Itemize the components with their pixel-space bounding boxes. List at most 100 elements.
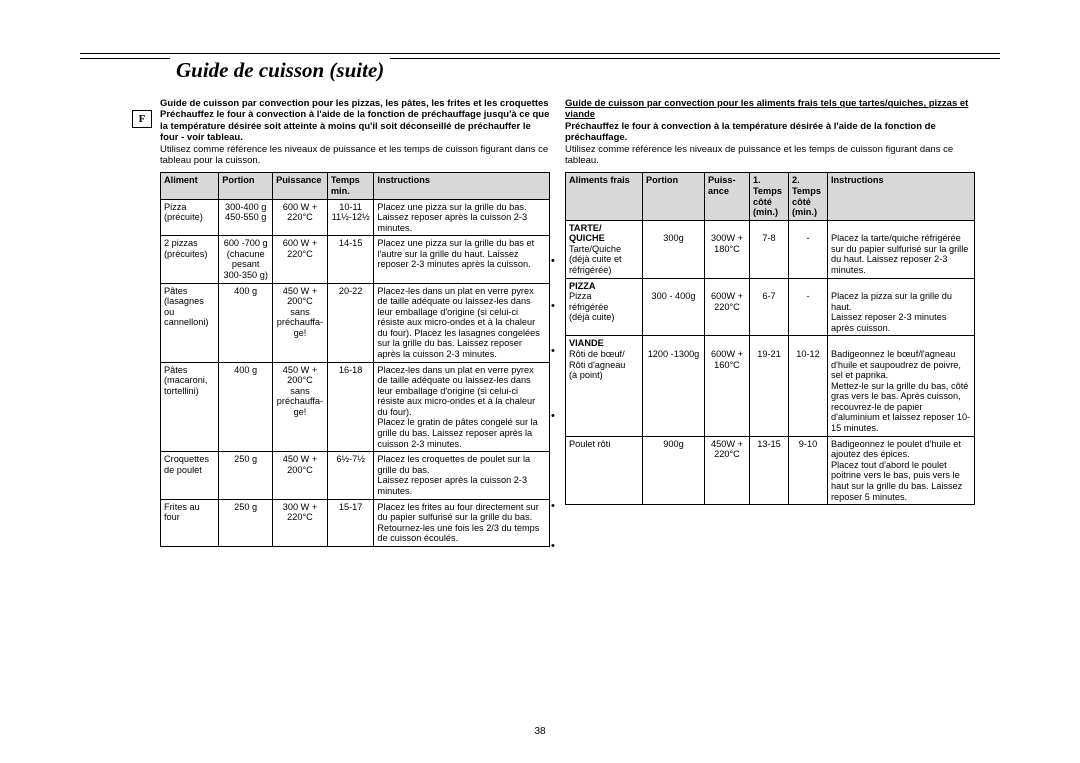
cell: 400 g <box>219 362 273 452</box>
table-row: TARTE/QUICHETarte/Quiche(déjà cuite et r… <box>566 220 975 278</box>
header-temps2: 2.Temps côté (min.) <box>789 173 828 220</box>
separator-bullet: • <box>551 345 555 357</box>
header-portion-r: Portion <box>643 173 705 220</box>
left-table: Aliment Portion Puissance Temps min. Ins… <box>160 172 550 547</box>
cell: 450 W +200°C <box>273 452 328 499</box>
cell: 6½-7½ <box>327 452 374 499</box>
cell: Poulet rôti <box>566 436 643 504</box>
header-instructions: Instructions <box>374 173 550 199</box>
cell: 600W +160°C <box>705 336 750 436</box>
cell: 2 pizzas(précuites) <box>161 236 219 283</box>
cell: 250 g <box>219 499 273 546</box>
cell: 14-15 <box>327 236 374 283</box>
cell: 6-7 <box>750 278 789 336</box>
right-table-body: TARTE/QUICHETarte/Quiche(déjà cuite et r… <box>566 220 975 504</box>
cell: 15-17 <box>327 499 374 546</box>
cell: 20-22 <box>327 283 374 362</box>
cell: Placez-les dans un plat en verre pyrex d… <box>374 283 550 362</box>
left-intro: Guide de cuisson par convection pour les… <box>160 98 550 166</box>
header-aliments-frais: Aliments frais <box>566 173 643 220</box>
header-puissance: Puissance <box>273 173 328 199</box>
header-aliment: Aliment <box>161 173 219 199</box>
header-temps1: 1.Temps côté (min.) <box>750 173 789 220</box>
page-title: Guide de cuisson (suite) <box>170 58 390 83</box>
cell: Pâtes(macaroni, tortellini) <box>161 362 219 452</box>
left-table-body: Pizza(précuite)300-400 g450-550 g600 W +… <box>161 199 550 546</box>
cell: 450W +220°C <box>705 436 750 504</box>
page: Guide de cuisson (suite) F Guide de cuis… <box>0 0 1080 763</box>
table-row: PIZZAPizzaréfrigérée(déjà cuite)300 - 40… <box>566 278 975 336</box>
cell: 19-21 <box>750 336 789 436</box>
separator-bullet: • <box>551 540 555 552</box>
cell: - <box>789 220 828 278</box>
left-table-head: Aliment Portion Puissance Temps min. Ins… <box>161 173 550 199</box>
cell: 600 -700 g(chacune pesant 300-350 g) <box>219 236 273 283</box>
cell: TARTE/QUICHETarte/Quiche(déjà cuite et r… <box>566 220 643 278</box>
content-columns: Guide de cuisson par convection pour les… <box>160 98 980 547</box>
cell: 13-15 <box>750 436 789 504</box>
separator-bullet: • <box>551 500 555 512</box>
cell: Badigeonnez le poulet d'huile et ajoutez… <box>828 436 975 504</box>
separator-bullet: • <box>551 255 555 267</box>
cell: Badigeonnez le bœuf/l'agneau d'huile et … <box>828 336 975 436</box>
cell: Placez une pizza sur la grille du bas.La… <box>374 199 550 236</box>
header-portion: Portion <box>219 173 273 199</box>
cell: 300 - 400g <box>643 278 705 336</box>
table-row: 2 pizzas(précuites)600 -700 g(chacune pe… <box>161 236 550 283</box>
cell: 9-10 <box>789 436 828 504</box>
cell: 400 g <box>219 283 273 362</box>
cell: 900g <box>643 436 705 504</box>
right-column: Guide de cuisson par convection pour les… <box>565 98 975 547</box>
table-row: Pizza(précuite)300-400 g450-550 g600 W +… <box>161 199 550 236</box>
cell: 10-1111½-12½ <box>327 199 374 236</box>
cell: Placez une pizza sur la grille du bas et… <box>374 236 550 283</box>
cell: Placez-les dans un plat en verre pyrex d… <box>374 362 550 452</box>
cell: - <box>789 278 828 336</box>
table-row: Pâtes(lasagnes ou cannelloni)400 g450 W … <box>161 283 550 362</box>
cell: Pâtes(lasagnes ou cannelloni) <box>161 283 219 362</box>
left-intro-plain: Utilisez comme référence les niveaux de … <box>160 144 548 166</box>
table-row: VIANDERôti de bœuf/Rôti d'agneau(à point… <box>566 336 975 436</box>
cell: Placez les croquettes de poulet sur la g… <box>374 452 550 499</box>
cell: 16-18 <box>327 362 374 452</box>
table-row: Poulet rôti900g450W +220°C13-159-10Badig… <box>566 436 975 504</box>
cell: 600 W +220°C <box>273 199 328 236</box>
cell: Frites au four <box>161 499 219 546</box>
right-table: Aliments frais Portion Puiss-ance 1.Temp… <box>565 172 975 505</box>
cell: 300W +180°C <box>705 220 750 278</box>
cell: 600 W +220°C <box>273 236 328 283</box>
right-intro-plain: Utilisez comme référence les niveaux de … <box>565 144 953 166</box>
cell: 250 g <box>219 452 273 499</box>
header-puissance-r: Puiss-ance <box>705 173 750 220</box>
cell: 450 W +200°Csanspréchauffa-ge! <box>273 283 328 362</box>
cell: PIZZAPizzaréfrigérée(déjà cuite) <box>566 278 643 336</box>
cell: 300-400 g450-550 g <box>219 199 273 236</box>
right-table-head: Aliments frais Portion Puiss-ance 1.Temp… <box>566 173 975 220</box>
cell: 1200 -1300g <box>643 336 705 436</box>
separator-bullet: • <box>551 410 555 422</box>
cell: Placez la pizza sur la grille du haut.La… <box>828 278 975 336</box>
cell: Placez la tarte/quiche réfrigérée sur du… <box>828 220 975 278</box>
cell: Placez les frites au four directement su… <box>374 499 550 546</box>
page-number: 38 <box>0 726 1080 737</box>
header-temps: Temps min. <box>327 173 374 199</box>
cell: Croquettes de poulet <box>161 452 219 499</box>
table-row: Frites au four250 g300 W +220°C15-17Plac… <box>161 499 550 546</box>
cell: VIANDERôti de bœuf/Rôti d'agneau(à point… <box>566 336 643 436</box>
cell: 450 W +200°Csanspréchauffa-ge! <box>273 362 328 452</box>
cell: 300 W +220°C <box>273 499 328 546</box>
cell: 7-8 <box>750 220 789 278</box>
separator-bullet: • <box>551 300 555 312</box>
table-row: Pâtes(macaroni, tortellini)400 g450 W +2… <box>161 362 550 452</box>
cell: Pizza(précuite) <box>161 199 219 236</box>
header-instructions-r: Instructions <box>828 173 975 220</box>
language-label: F <box>132 110 152 128</box>
table-row: Croquettes de poulet250 g450 W +200°C6½-… <box>161 452 550 499</box>
right-intro-underline: Guide de cuisson par convection pour les… <box>565 98 968 120</box>
cell: 600W +220°C <box>705 278 750 336</box>
right-intro-bold: Préchauffez le four à convection à la te… <box>565 121 936 143</box>
cell: 300g <box>643 220 705 278</box>
left-column: Guide de cuisson par convection pour les… <box>160 98 550 547</box>
left-intro-bold: Guide de cuisson par convection pour les… <box>160 98 549 143</box>
cell: 10-12 <box>789 336 828 436</box>
